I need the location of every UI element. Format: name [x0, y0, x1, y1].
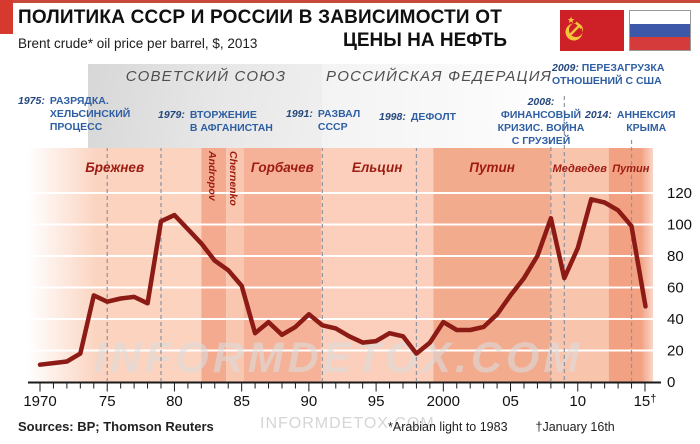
annotation-2008: 2008: ФИНАНСОВЫЙ КРИЗИС. ВОЙНА С ГРУЗИЕЙ: [485, 96, 597, 148]
y-tick-label-20: 20: [667, 343, 684, 360]
x-tick-label-1995: 95: [368, 393, 385, 410]
chart-subtitle: Brent crude* oil price per barrel, $, 20…: [18, 36, 258, 51]
annotation-1998: 1998: ДЕФОЛТ: [379, 111, 456, 124]
soviet-era-background: [88, 64, 322, 148]
era-band-2: [226, 148, 244, 382]
footnotes: *Arabian light to 1983 †January 16th: [388, 420, 615, 434]
leader-label-2: Chernenko: [226, 151, 239, 206]
leader-label-4: Ельцин: [351, 160, 403, 175]
annotation-1991: 1991: РАЗВАЛ СССР: [286, 108, 360, 134]
annotation-text: С ГРУЗИЕЙ: [511, 135, 571, 147]
page-title-line1: ПОЛИТИКА СССР И РОССИИ В ЗАВИСИМОСТИ ОТ: [18, 7, 503, 28]
leader-label-0: Брежнев: [85, 160, 145, 175]
top-rule: [0, 0, 700, 3]
russian-era-background: [322, 64, 545, 148]
annotation-year: 2014:: [585, 109, 612, 121]
x-tick-label-1985: 85: [233, 393, 250, 410]
annotation-2014: 2014: АННЕКСИЯ КРЫМА: [585, 109, 676, 135]
annotation-text: СССР: [317, 121, 348, 133]
annotation-text: ХЕЛЬСИНСКИЙ: [49, 108, 131, 120]
ussr-flag-icon: ★: [560, 10, 624, 51]
annotation-text: ВТОРЖЕНИЕ: [189, 109, 257, 121]
annotation-year: 1991:: [286, 108, 313, 120]
era-band-3: [243, 148, 321, 382]
x-tick-label-1980: 80: [166, 393, 183, 410]
leader-label-5: Путин: [469, 160, 515, 175]
price-line: [37, 197, 648, 367]
x-tick-label-2000: 2000: [427, 393, 460, 410]
annotation-text: ДЕФОЛТ: [410, 111, 456, 123]
x-tick-label-1990: 90: [301, 393, 318, 410]
era-header-soviet-union: СОВЕТСКИЙ СОЮЗ: [125, 68, 287, 85]
leader-label-3: Горбачев: [250, 160, 314, 175]
band-left-fade: [28, 148, 98, 382]
y-tick-label-40: 40: [667, 311, 684, 328]
leader-label-1: Andropov: [205, 151, 218, 201]
watermark-small: INFORMDETOX.COM: [260, 415, 435, 432]
annotation-year: 1979:: [158, 109, 185, 121]
annotation-text: КРЫМА: [626, 122, 667, 134]
russia-flag-icon: [629, 10, 691, 51]
annotation-text: КРИЗИС. ВОЙНА: [497, 122, 585, 134]
x-tick-label-1970: 1970: [23, 393, 56, 410]
leader-label-6: Медведев: [552, 163, 607, 175]
y-tick-label-120: 120: [667, 185, 692, 202]
page-title-line2: ЦЕНЫ НА НЕФТЬ: [342, 30, 508, 51]
x-tick-label-1975: 75: [99, 393, 116, 410]
annotation-1975: 1975: РАЗРЯДКА. ХЕЛЬСИНСКИЙ ПРОЦЕСС: [18, 95, 130, 134]
y-tick-label-60: 60: [667, 280, 684, 297]
annotation-text: РАЗВАЛ: [317, 108, 361, 120]
annotation-text: РАЗРЯДКА.: [49, 95, 109, 107]
svg-text:★: ★: [567, 16, 575, 26]
annotation-text: ПЕРЕЗАГРУЗКА: [581, 62, 665, 74]
band-right-fade: [641, 148, 662, 382]
x-tick-label-2005: 05: [502, 393, 519, 410]
sources-note: Sources: BP; Thomson Reuters: [18, 419, 214, 434]
y-tick-label-80: 80: [667, 248, 684, 265]
annotation-1979: 1979: ВТОРЖЕНИЕ В АФГАНИСТАН: [158, 109, 273, 135]
annotation-text: АННЕКСИЯ: [616, 109, 676, 121]
annotation-year: 1975:: [18, 95, 45, 107]
annotation-year: 2008:: [527, 96, 555, 108]
watermark-large: INFORMDETOX.COM: [94, 334, 583, 382]
x-tick-label-2010: 10: [569, 393, 586, 410]
annotation-text: В АФГАНИСТАН: [189, 122, 273, 134]
footnote-arabian-light: *Arabian light to 1983: [388, 420, 508, 434]
y-tick-label-100: 100: [667, 217, 692, 234]
footnote-january: †January 16th: [535, 420, 615, 434]
annotation-text: ОТНОШЕНИЙ С США: [552, 75, 662, 87]
annotation-text: ФИНАНСОВЫЙ: [500, 109, 582, 121]
annotation-2009: 2009: ПЕРЕЗАГРУЗКА ОТНОШЕНИЙ С США: [552, 62, 664, 88]
annotation-year: 2009:: [552, 62, 579, 74]
annotation-year: 1998:: [379, 111, 406, 123]
annotation-text: ПРОЦЕСС: [49, 121, 103, 133]
leader-label-7: Путин: [612, 163, 650, 175]
x-tick-label-2015: 15†: [634, 393, 657, 410]
brand-red-tab: [0, 0, 13, 34]
era-header-russian-federation: РОССИЙСКАЯ ФЕДЕРАЦИЯ: [326, 68, 553, 85]
y-tick-label-0: 0: [667, 374, 675, 391]
